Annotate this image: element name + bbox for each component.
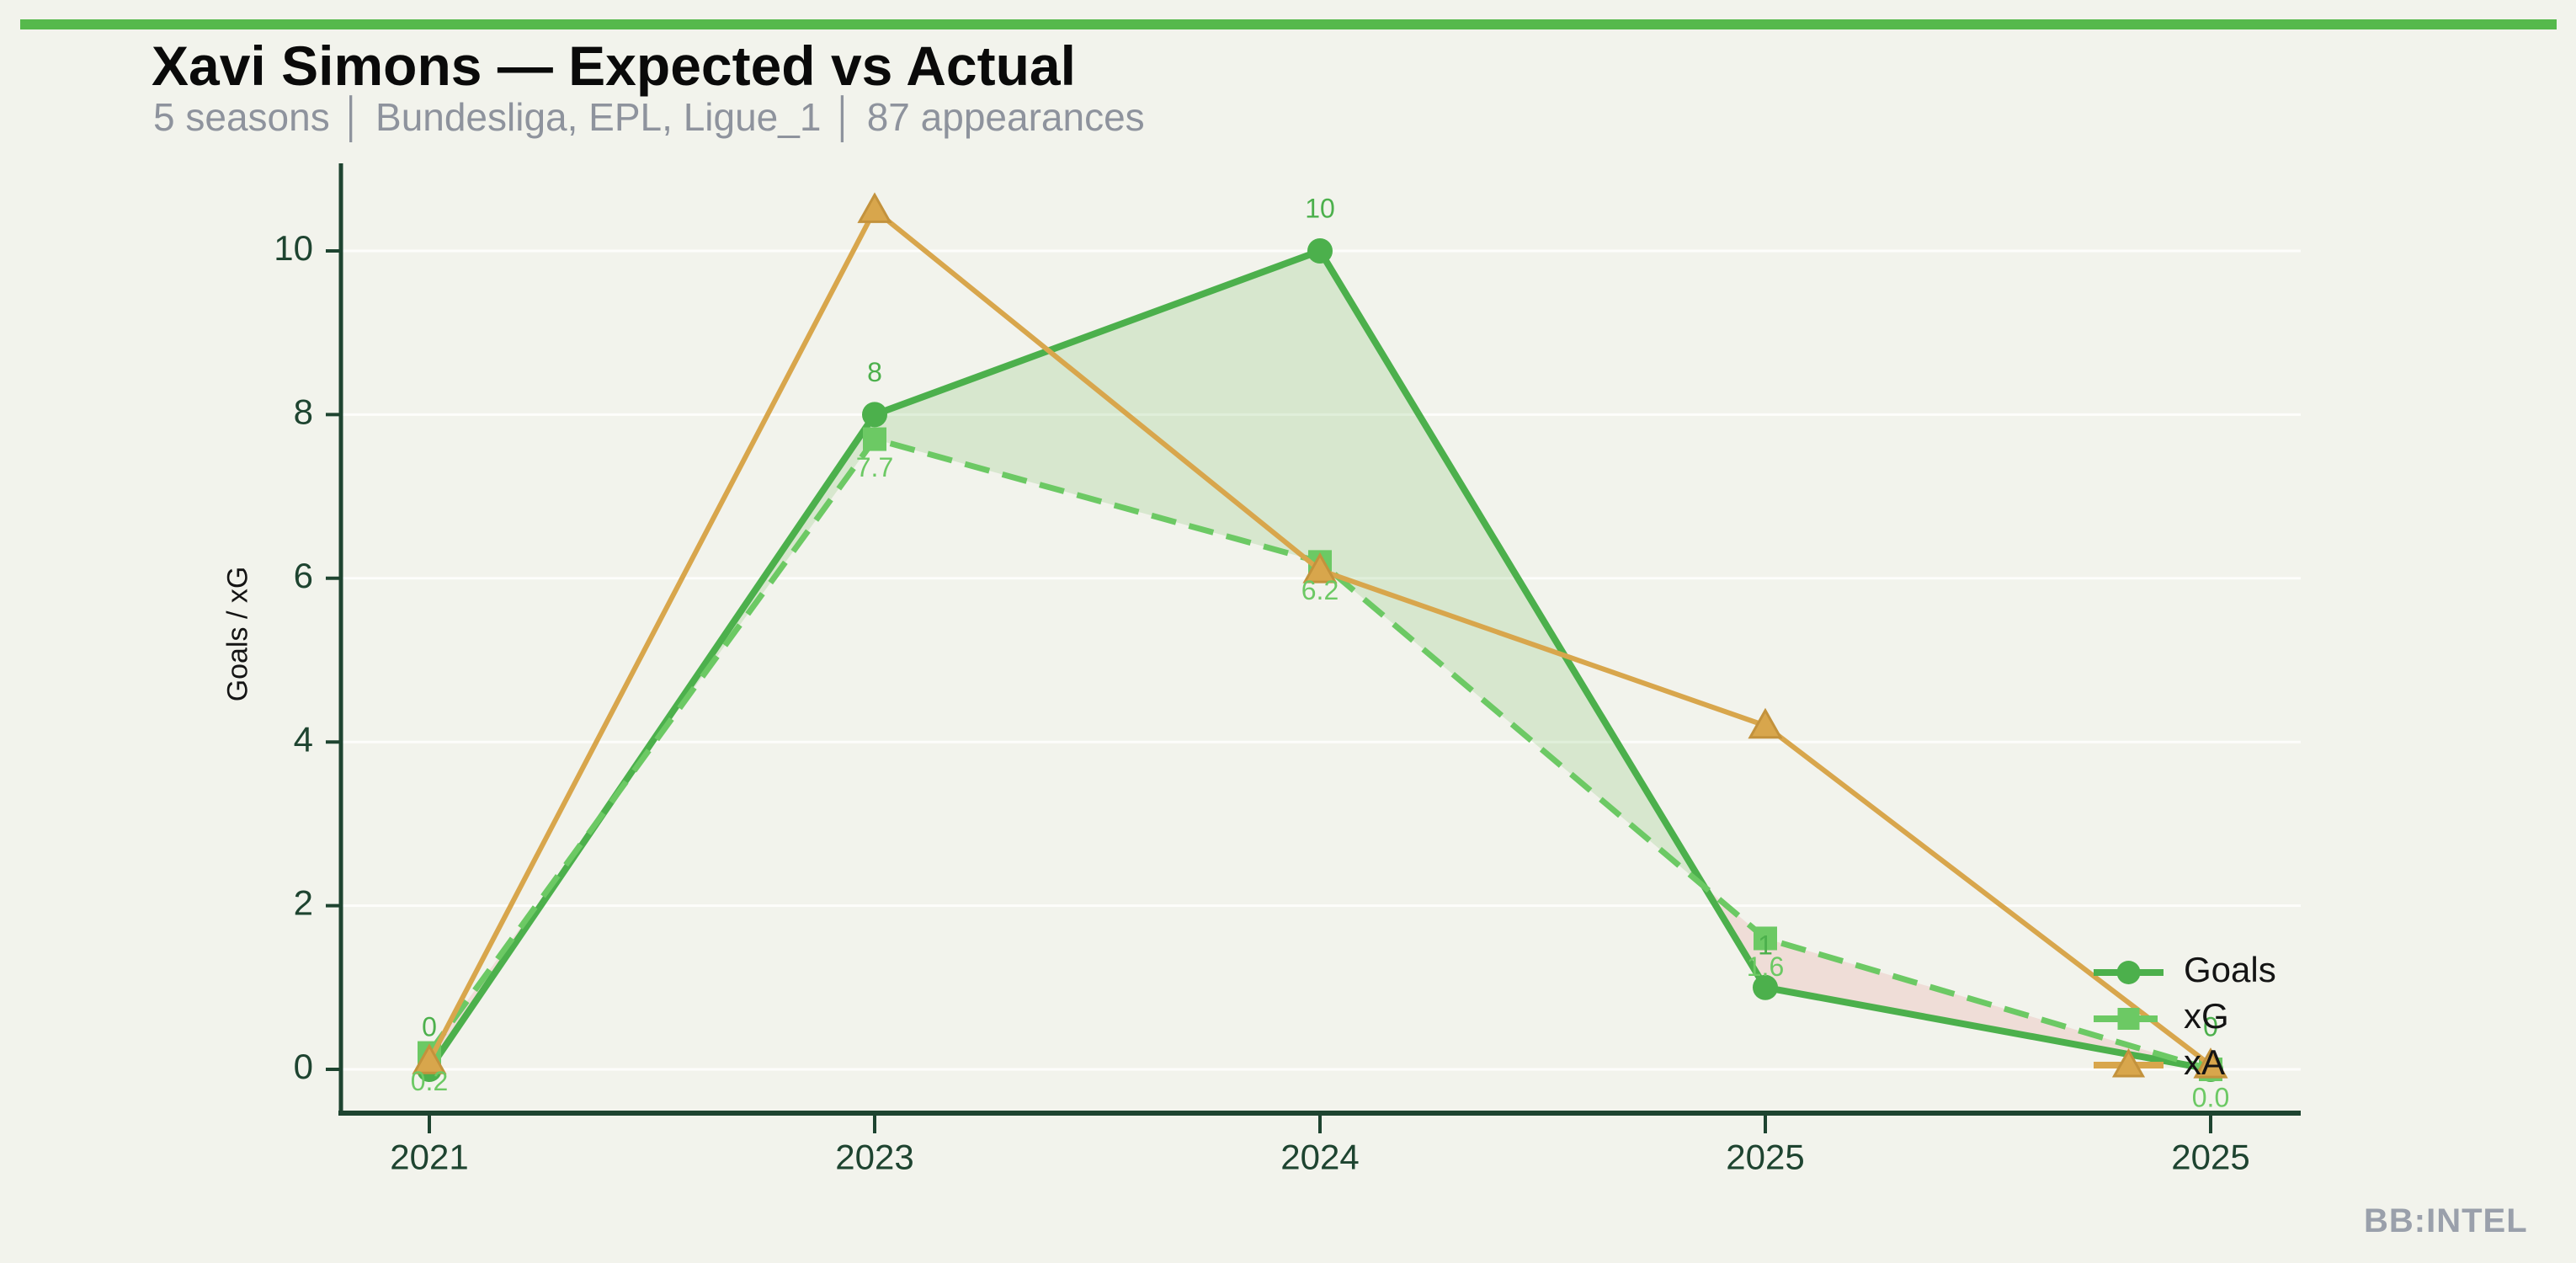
xg-marker bbox=[1754, 926, 1777, 951]
y-tick-label: 8 bbox=[294, 392, 313, 431]
legend-xa-marker bbox=[2111, 1047, 2146, 1078]
goals-data-label: 8 bbox=[867, 357, 882, 387]
legend-goals-label: Goals bbox=[2184, 950, 2276, 989]
fill-region-negative bbox=[1704, 887, 2211, 1069]
goals-marker bbox=[862, 402, 887, 428]
goals-marker bbox=[1307, 238, 1333, 264]
xg-data-label: 0.0 bbox=[2192, 1082, 2229, 1112]
xg-data-label: 0.2 bbox=[411, 1066, 448, 1096]
y-tick-label: 6 bbox=[294, 556, 313, 595]
watermark: BB:INTEL bbox=[2364, 1202, 2528, 1239]
goals-data-label: 10 bbox=[1305, 193, 1335, 223]
goals-data-label: 1 bbox=[1758, 930, 1773, 960]
xa-marker bbox=[2193, 1047, 2228, 1079]
x-tick-label: 2025 bbox=[1726, 1137, 1804, 1176]
y-tick-label: 2 bbox=[294, 883, 313, 923]
page-title: Xavi Simons — Expected vs Actual bbox=[152, 35, 1076, 97]
legend-xg-label: xG bbox=[2184, 996, 2229, 1036]
fill-region-positive bbox=[607, 251, 1705, 887]
x-tick-label: 2025 bbox=[2171, 1137, 2249, 1176]
top-accent-bar bbox=[20, 19, 2557, 29]
legend-xa-label: xA bbox=[2184, 1042, 2225, 1082]
y-tick-label: 4 bbox=[294, 719, 313, 759]
x-tick-label: 2023 bbox=[835, 1137, 913, 1176]
goals-marker bbox=[1753, 974, 1778, 1000]
y-tick-label: 10 bbox=[274, 228, 313, 268]
xa-marker bbox=[412, 1043, 447, 1074]
y-axis-label: Goals / xG bbox=[221, 566, 254, 702]
goals-data-label: 0 bbox=[2203, 1011, 2218, 1042]
xg-data-label: 6.2 bbox=[1301, 575, 1339, 605]
x-tick-label: 2024 bbox=[1280, 1137, 1359, 1176]
legend-xg-marker bbox=[2117, 1008, 2140, 1030]
y-tick-label: 0 bbox=[294, 1047, 313, 1086]
xa-marker bbox=[857, 192, 892, 223]
goals-data-label: 0 bbox=[422, 1011, 437, 1042]
xg-data-label: 1.6 bbox=[1747, 951, 1784, 982]
page-subtitle: 5 seasons │ Bundesliga, EPL, Ligue_1 │ 8… bbox=[153, 95, 1145, 139]
xg-data-label: 7.7 bbox=[856, 452, 893, 482]
legend-goals-marker bbox=[2116, 961, 2141, 984]
xa-marker bbox=[1748, 707, 1783, 739]
x-tick-label: 2021 bbox=[390, 1137, 468, 1176]
xg-marker bbox=[863, 427, 886, 451]
xa-marker bbox=[1302, 552, 1338, 584]
